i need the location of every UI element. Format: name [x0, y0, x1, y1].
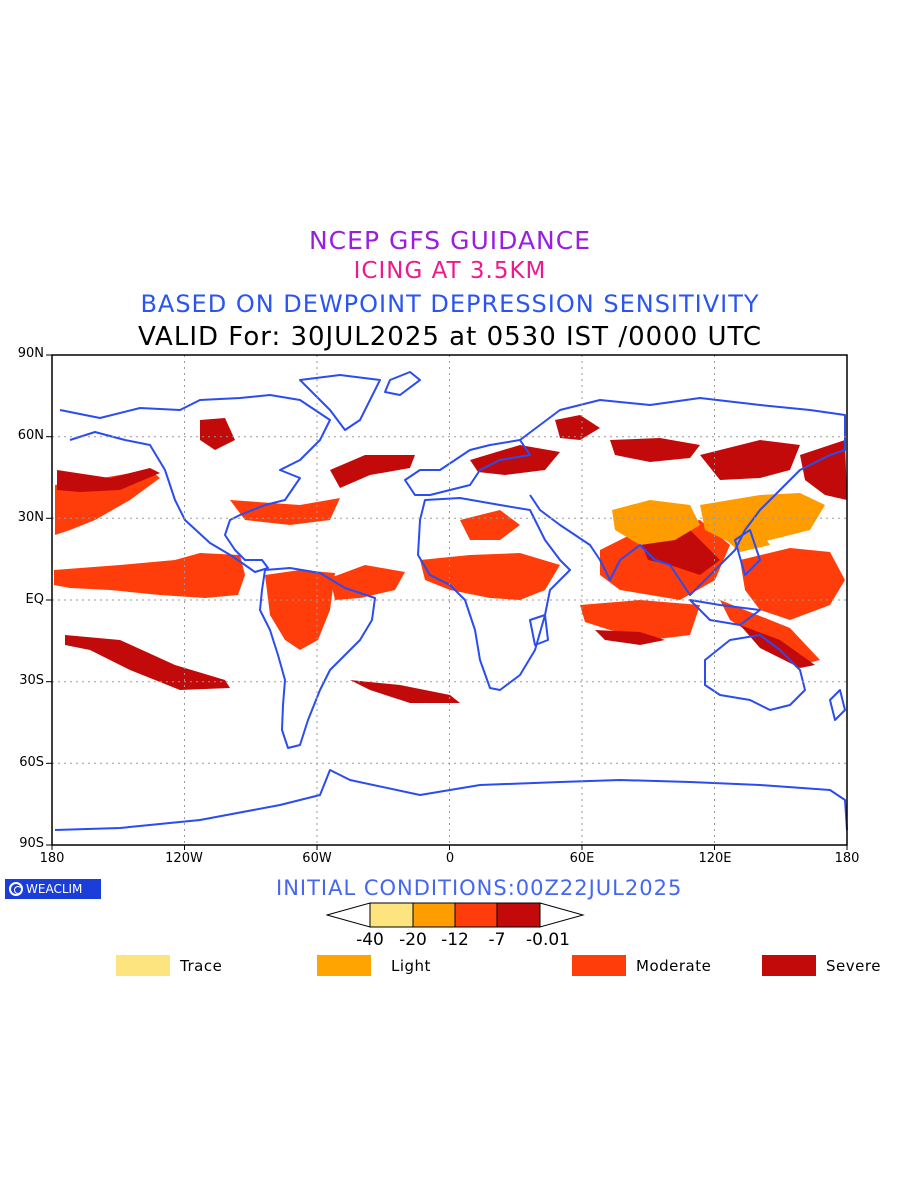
legend-swatch-severe [762, 955, 816, 976]
icing-area-south-atlantic [350, 680, 460, 703]
coast-philippines [734, 529, 761, 576]
scale-label-1: -40 [356, 930, 384, 950]
weaclim-logo-icon [9, 882, 23, 896]
scale-label-4: -7 [488, 930, 506, 950]
title-valid-time: VALID For: 30JUL2025 at 0530 IST /0000 U… [137, 322, 763, 352]
scale-label-2: -20 [399, 930, 427, 950]
icing-light-areas [612, 493, 825, 552]
lat-label-eq: EQ [25, 592, 44, 607]
lat-label-30s: 30S [19, 673, 44, 688]
title-method: BASED ON DEWPOINT DEPRESSION SENSITIVITY [140, 290, 760, 318]
legend-swatch-moderate [572, 955, 626, 976]
icing-area-canada [200, 418, 235, 450]
coast-new-zealand [829, 689, 846, 721]
scale-arrow-left [326, 902, 371, 928]
scale-label-3: -12 [441, 930, 469, 950]
icing-area-east-siberia [700, 440, 800, 480]
coast-greenland [299, 374, 381, 431]
legend-swatch-light [317, 955, 371, 976]
icing-area-coral-sea [720, 600, 820, 665]
scale-swatch-moderate [454, 902, 498, 928]
coast-south-america [259, 567, 376, 749]
coast-africa [417, 497, 571, 691]
legend-label-severe: Severe [826, 957, 881, 975]
icing-area-aleutians [57, 468, 160, 492]
icing-area-pacific-eq [54, 553, 245, 598]
lon-label-120e: 120E [698, 851, 732, 866]
icing-severe-areas [57, 415, 847, 703]
coast-madagascar [529, 614, 549, 646]
scale-label-5: -0.01 [526, 930, 570, 950]
icing-area-atlantic [330, 565, 405, 600]
legend-label-moderate: Moderate [636, 957, 712, 975]
icing-area-kamchatka [800, 440, 847, 500]
coastlines [54, 371, 848, 831]
icing-map [46, 354, 848, 850]
icing-area-south-pacific [65, 635, 230, 690]
icing-area-north-africa [460, 510, 520, 540]
icing-area-russia [470, 445, 560, 475]
icing-area-indian-ocean-south [595, 630, 665, 645]
legend-swatch-trace [116, 955, 170, 976]
scale-swatch-trace [369, 902, 414, 928]
scale-swatch-light [412, 902, 456, 928]
title-guidance: NCEP GFS GUIDANCE [308, 226, 591, 255]
icing-area-newfoundland [330, 455, 415, 488]
icing-area-tibet [612, 500, 700, 545]
lon-label-180w: 180 [39, 851, 65, 866]
coast-antarctica [54, 769, 848, 831]
lon-label-0: 0 [445, 851, 455, 866]
coast-greenland-tip [384, 371, 421, 396]
coast-europe [404, 439, 531, 496]
lat-label-90n: 90N [17, 346, 44, 361]
scale-swatch-severe [496, 902, 541, 928]
lat-label-30n: 30N [17, 510, 44, 525]
coast-indonesia [689, 599, 761, 626]
lat-label-90s: 90S [19, 836, 44, 851]
legend-label-trace: Trace [180, 957, 223, 975]
lon-label-180e: 180 [834, 851, 860, 866]
lon-label-60w: 60W [302, 851, 332, 866]
icing-area-indian-ocean [580, 600, 700, 640]
map-gridlines [52, 355, 847, 845]
icing-area-africa [420, 553, 560, 600]
initial-conditions: INITIAL CONDITIONS:00Z22JUL2025 [276, 876, 683, 900]
lat-label-60s: 60S [19, 755, 44, 770]
icing-area-siberia [610, 438, 700, 462]
coast-asia [519, 397, 846, 596]
coast-north-america [59, 394, 331, 573]
legend-label-light: Light [391, 957, 431, 975]
icing-area-taiwan [720, 530, 770, 552]
icing-area-west-pacific [740, 548, 845, 620]
title-icing-level: ICING AT 3.5KM [353, 258, 547, 284]
icing-area-china-japan [700, 493, 825, 545]
lon-label-60e: 60E [569, 851, 595, 866]
coast-australia [704, 634, 806, 711]
lon-label-120w: 120W [165, 851, 203, 866]
weaclim-label: WEACLIM [26, 882, 83, 896]
weaclim-badge[interactable]: WEACLIM [5, 879, 101, 899]
axis-ticks [46, 354, 848, 850]
color-scale-bar [326, 902, 585, 928]
icing-area-ural [555, 415, 600, 440]
scale-arrow-right [539, 902, 585, 928]
lat-label-60n: 60N [17, 428, 44, 443]
